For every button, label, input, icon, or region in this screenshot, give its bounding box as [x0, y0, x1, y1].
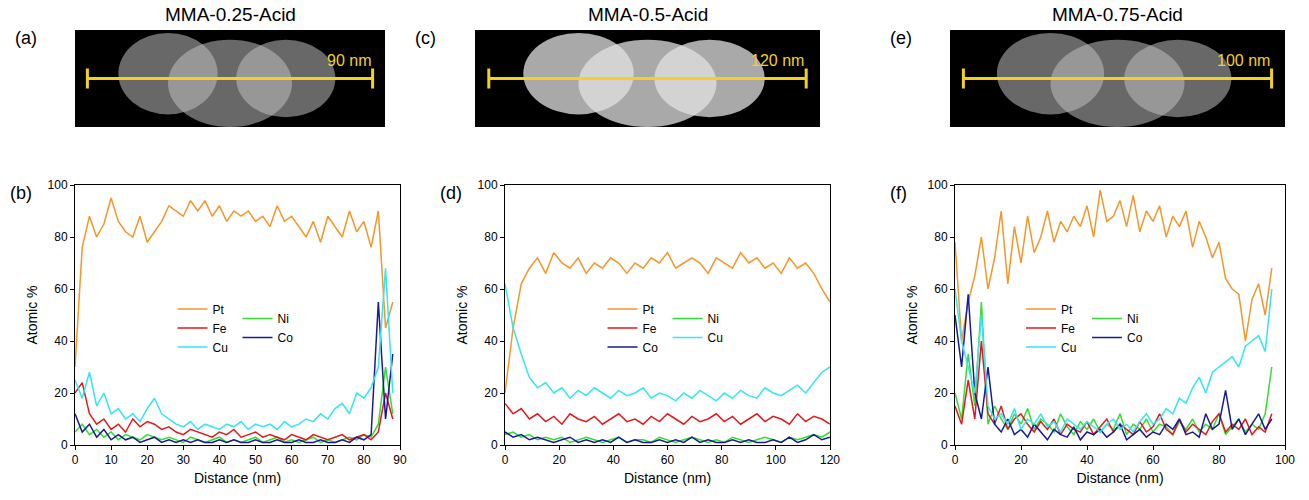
svg-text:MMA-0.25-Acid: MMA-0.25-Acid	[165, 4, 296, 25]
svg-text:100: 100	[1275, 453, 1295, 467]
svg-text:40: 40	[607, 453, 621, 467]
svg-text:90 nm: 90 nm	[327, 52, 371, 69]
svg-text:120: 120	[820, 453, 840, 467]
svg-text:80: 80	[357, 453, 371, 467]
svg-text:80: 80	[934, 230, 948, 244]
svg-text:60: 60	[285, 453, 299, 467]
svg-text:60: 60	[934, 282, 948, 296]
svg-text:0: 0	[61, 438, 68, 452]
svg-text:Cu: Cu	[1061, 341, 1076, 355]
svg-text:20: 20	[934, 386, 948, 400]
svg-text:(a): (a)	[15, 28, 37, 48]
svg-text:0: 0	[941, 438, 948, 452]
svg-text:(f): (f)	[890, 183, 907, 203]
svg-text:Distance (nm): Distance (nm)	[1076, 470, 1163, 486]
svg-text:Pt: Pt	[1061, 303, 1073, 317]
svg-text:80: 80	[484, 230, 498, 244]
svg-text:Ni: Ni	[708, 312, 719, 326]
svg-text:Distance (nm): Distance (nm)	[194, 470, 281, 486]
svg-text:80: 80	[1212, 453, 1226, 467]
svg-text:100: 100	[928, 178, 948, 192]
svg-text:20: 20	[54, 386, 68, 400]
svg-text:80: 80	[715, 453, 729, 467]
svg-text:40: 40	[1080, 453, 1094, 467]
svg-text:Atomic %: Atomic %	[24, 285, 40, 344]
svg-text:30: 30	[177, 453, 191, 467]
svg-text:Cu: Cu	[213, 341, 228, 355]
svg-text:Fe: Fe	[213, 322, 227, 336]
svg-text:Co: Co	[643, 341, 659, 355]
svg-text:40: 40	[54, 334, 68, 348]
svg-text:Co: Co	[1127, 331, 1143, 345]
svg-text:0: 0	[72, 453, 79, 467]
svg-text:Atomic %: Atomic %	[904, 285, 920, 344]
svg-text:60: 60	[1146, 453, 1160, 467]
svg-text:20: 20	[141, 453, 155, 467]
svg-text:100: 100	[478, 178, 498, 192]
svg-text:Pt: Pt	[643, 303, 655, 317]
svg-text:MMA-0.5-Acid: MMA-0.5-Acid	[588, 4, 708, 25]
svg-text:60: 60	[484, 282, 498, 296]
svg-text:Atomic %: Atomic %	[454, 285, 470, 344]
svg-text:80: 80	[54, 230, 68, 244]
svg-text:60: 60	[54, 282, 68, 296]
svg-text:Fe: Fe	[643, 322, 657, 336]
svg-text:100 nm: 100 nm	[1217, 52, 1270, 69]
svg-text:70: 70	[321, 453, 335, 467]
svg-text:40: 40	[934, 334, 948, 348]
svg-text:40: 40	[213, 453, 227, 467]
svg-text:Ni: Ni	[1127, 312, 1138, 326]
svg-text:Ni: Ni	[278, 312, 289, 326]
svg-text:20: 20	[552, 453, 566, 467]
svg-text:Distance (nm): Distance (nm)	[624, 470, 711, 486]
svg-text:Co: Co	[278, 331, 294, 345]
svg-text:(b): (b)	[10, 183, 32, 203]
svg-text:(d): (d)	[440, 183, 462, 203]
svg-text:Pt: Pt	[213, 303, 225, 317]
svg-text:20: 20	[484, 386, 498, 400]
svg-text:50: 50	[249, 453, 263, 467]
svg-text:100: 100	[48, 178, 68, 192]
svg-text:0: 0	[491, 438, 498, 452]
svg-text:0: 0	[502, 453, 509, 467]
svg-text:120 nm: 120 nm	[751, 52, 804, 69]
svg-text:90: 90	[393, 453, 407, 467]
svg-text:10: 10	[104, 453, 118, 467]
svg-text:MMA-0.75-Acid: MMA-0.75-Acid	[1052, 4, 1183, 25]
svg-text:20: 20	[1014, 453, 1028, 467]
svg-text:40: 40	[484, 334, 498, 348]
svg-text:Fe: Fe	[1061, 322, 1075, 336]
svg-text:60: 60	[661, 453, 675, 467]
svg-text:(c): (c)	[415, 28, 436, 48]
svg-text:0: 0	[952, 453, 959, 467]
svg-text:(e): (e)	[890, 28, 912, 48]
svg-text:100: 100	[766, 453, 786, 467]
svg-text:Cu: Cu	[708, 331, 723, 345]
